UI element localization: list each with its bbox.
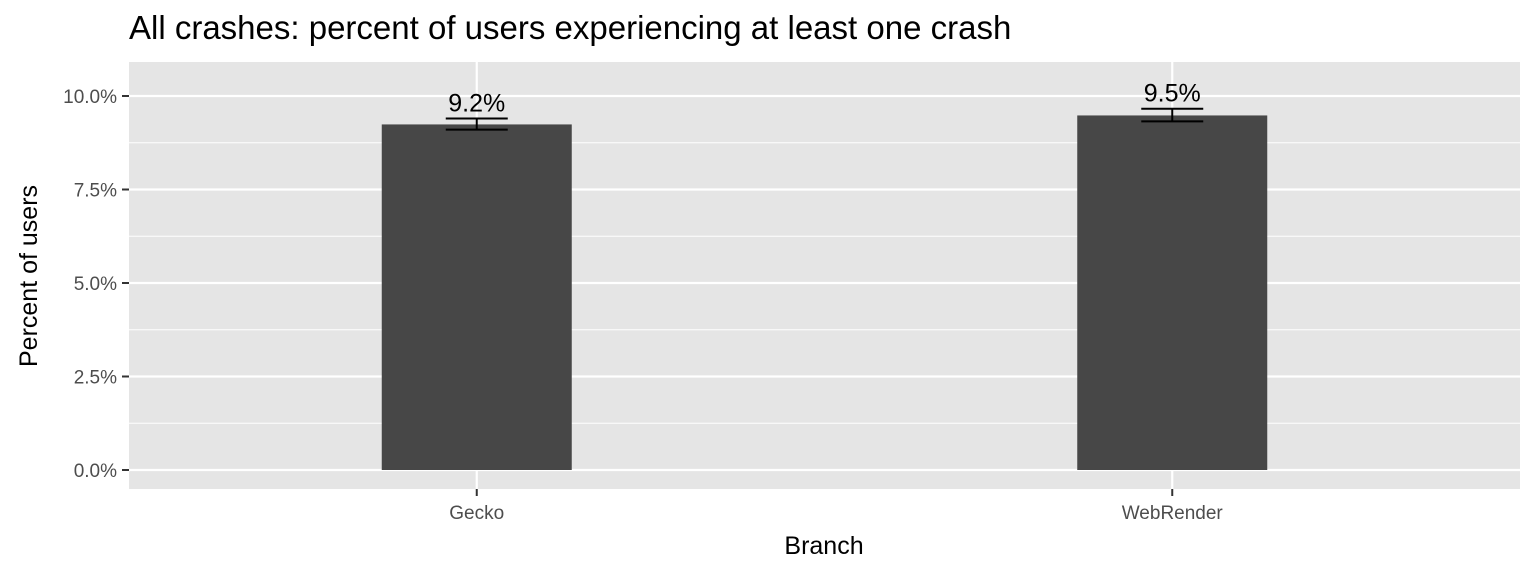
error-bar (445, 117, 508, 131)
x-axis-title: Branch (784, 532, 863, 560)
bar-webrender (1077, 115, 1268, 470)
bar-gecko (381, 124, 572, 470)
plot-panel (129, 62, 1520, 489)
error-bar (1141, 107, 1204, 123)
y-tick-label: 5.0% (74, 274, 117, 295)
chart-title: All crashes: percent of users experienci… (129, 9, 1011, 46)
x-tick-label: Gecko (449, 503, 504, 524)
axes: 0.0% 2.5% 5.0% 7.5% 10.0% Gecko WebRender (63, 87, 1223, 524)
data-label: 9.2% (448, 89, 505, 117)
y-tick-label: 10.0% (63, 87, 117, 108)
y-tick-label: 2.5% (74, 368, 117, 389)
y-axis-title: Percent of users (15, 185, 43, 367)
data-labels: 9.2% 9.5% (448, 80, 1200, 118)
data-label: 9.5% (1144, 80, 1201, 108)
y-tick-label: 0.0% (74, 461, 117, 482)
y-tick-label: 7.5% (74, 181, 117, 202)
bars (381, 115, 1268, 470)
x-tick-label: WebRender (1122, 503, 1224, 524)
error-bars (445, 107, 1204, 131)
